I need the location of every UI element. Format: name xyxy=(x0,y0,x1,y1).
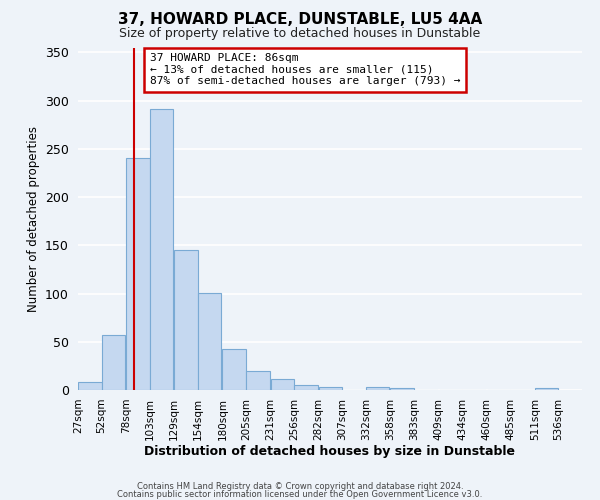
Bar xyxy=(78,382,101,390)
Text: Contains HM Land Registry data © Crown copyright and database right 2024.: Contains HM Land Registry data © Crown c… xyxy=(137,482,463,491)
Bar xyxy=(391,388,414,390)
Text: 37 HOWARD PLACE: 86sqm
← 13% of detached houses are smaller (115)
87% of semi-de: 37 HOWARD PLACE: 86sqm ← 13% of detached… xyxy=(150,54,460,86)
Bar xyxy=(294,385,318,390)
Bar xyxy=(366,387,389,390)
Bar xyxy=(319,387,342,390)
Bar xyxy=(198,292,221,390)
Bar xyxy=(223,350,246,390)
Bar xyxy=(101,335,125,390)
Bar xyxy=(271,380,294,390)
Text: 37, HOWARD PLACE, DUNSTABLE, LU5 4AA: 37, HOWARD PLACE, DUNSTABLE, LU5 4AA xyxy=(118,12,482,28)
Bar xyxy=(150,109,173,390)
Bar xyxy=(246,370,269,390)
Bar xyxy=(535,388,559,390)
Text: Contains public sector information licensed under the Open Government Licence v3: Contains public sector information licen… xyxy=(118,490,482,499)
Bar xyxy=(126,158,150,390)
Bar xyxy=(174,250,198,390)
X-axis label: Distribution of detached houses by size in Dunstable: Distribution of detached houses by size … xyxy=(145,446,515,458)
Y-axis label: Number of detached properties: Number of detached properties xyxy=(26,126,40,312)
Text: Size of property relative to detached houses in Dunstable: Size of property relative to detached ho… xyxy=(119,28,481,40)
